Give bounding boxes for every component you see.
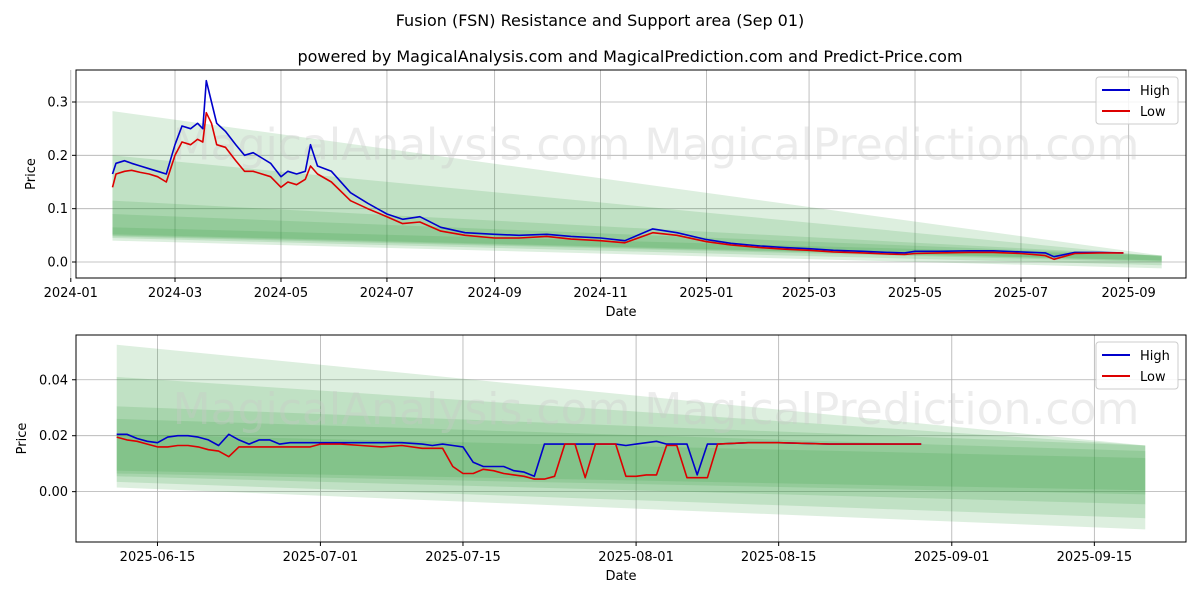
x-tick-label: 2025-08-01 bbox=[598, 550, 674, 565]
top-axes-frame bbox=[75, 69, 1187, 279]
high-series-line bbox=[116, 433, 922, 478]
x-tick-label: 2024-09 bbox=[467, 286, 521, 301]
y-tick-label: 0.3 bbox=[47, 96, 68, 111]
y-tick-label: 0.00 bbox=[39, 485, 68, 500]
bottom-axes-frame bbox=[75, 334, 1187, 543]
top-legend: High Low bbox=[1095, 76, 1179, 125]
x-tick-label: 2025-06-15 bbox=[120, 550, 196, 565]
x-tick-label: 2024-03 bbox=[148, 286, 202, 301]
x-tick-label: 2024-05 bbox=[254, 286, 308, 301]
top-series bbox=[111, 79, 1124, 261]
watermark-text: MagicalAnalysis.com MagicalPrediction.co… bbox=[173, 384, 1140, 435]
x-tick-label: 2025-07-01 bbox=[283, 550, 359, 565]
chart-subtitle: powered by MagicalAnalysis.com and Magic… bbox=[297, 47, 962, 66]
x-tick-label: 2024-01 bbox=[44, 286, 98, 301]
bottom-series bbox=[116, 433, 922, 480]
bottom-legend: High Low bbox=[1095, 341, 1179, 390]
bottom-grid bbox=[76, 335, 1186, 542]
support-band-3 bbox=[112, 200, 1162, 262]
x-tick-label: 2025-09-15 bbox=[1057, 550, 1133, 565]
legend-box bbox=[1095, 341, 1179, 390]
x-axis-label: Date bbox=[605, 305, 636, 320]
x-tick-label: 2025-03 bbox=[782, 286, 836, 301]
x-tick-label: 2025-05 bbox=[888, 286, 942, 301]
support-band-1 bbox=[116, 344, 1146, 530]
chart-title: Fusion (FSN) Resistance and Support area… bbox=[396, 11, 805, 30]
support-band-1 bbox=[112, 111, 1162, 269]
x-axis-label: Date bbox=[605, 569, 636, 584]
support-band-4 bbox=[116, 418, 1146, 495]
support-band-5 bbox=[116, 434, 1146, 491]
y-axis-label: Price bbox=[15, 423, 30, 455]
y-tick-label: 0.04 bbox=[39, 373, 68, 388]
x-tick-label: 2025-07 bbox=[994, 286, 1048, 301]
bottom-chart-panel: MagicalAnalysis.com MagicalPrediction.co… bbox=[15, 334, 1187, 584]
top-chart-panel: MagicalAnalysis.com MagicalPrediction.co… bbox=[24, 69, 1187, 320]
x-tick-label: 2025-09-01 bbox=[914, 550, 990, 565]
low-series-line bbox=[116, 436, 922, 480]
y-tick-label: 0.02 bbox=[39, 429, 68, 444]
x-tick-label: 2025-08-15 bbox=[741, 550, 817, 565]
x-tick-label: 2024-11 bbox=[573, 286, 627, 301]
x-tick-label: 2025-01 bbox=[679, 286, 733, 301]
support-band-4 bbox=[112, 214, 1162, 261]
top-support-bands bbox=[112, 111, 1162, 269]
y-tick-label: 0.2 bbox=[47, 149, 68, 164]
legend-label-high: High bbox=[1140, 84, 1170, 99]
x-tick-label: 2025-09 bbox=[1102, 286, 1156, 301]
x-tick-label: 2024-07 bbox=[360, 286, 414, 301]
low-series-line bbox=[111, 111, 1124, 261]
x-tick-label: 2025-07-15 bbox=[425, 550, 501, 565]
legend-label-low: Low bbox=[1140, 105, 1166, 120]
legend-label-low: Low bbox=[1140, 370, 1166, 385]
legend-box bbox=[1095, 76, 1179, 125]
support-band-3 bbox=[116, 406, 1146, 505]
legend-label-high: High bbox=[1140, 349, 1170, 364]
watermark-text: MagicalAnalysis.com MagicalPrediction.co… bbox=[173, 119, 1140, 170]
y-axis-label: Price bbox=[24, 158, 39, 190]
high-series-line bbox=[111, 79, 1124, 258]
bottom-support-bands bbox=[116, 344, 1146, 530]
support-band-2 bbox=[112, 155, 1162, 266]
support-band-2 bbox=[116, 376, 1146, 519]
y-tick-label: 0.1 bbox=[47, 202, 68, 217]
y-tick-label: 0.0 bbox=[47, 256, 68, 271]
